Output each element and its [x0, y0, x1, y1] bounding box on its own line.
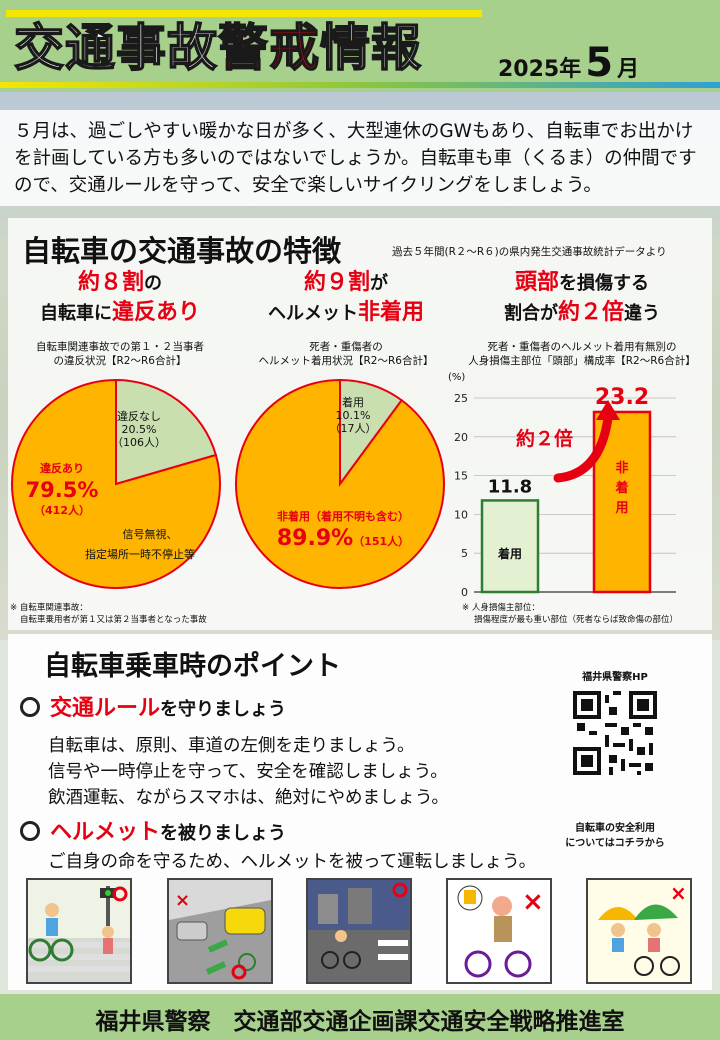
pie-slice-major [235, 378, 445, 589]
bar-category-label: 用 [614, 501, 628, 516]
col1-headline-1: 約８割の [77, 270, 162, 295]
pie-slice-minor [115, 378, 218, 486]
col2-headline-1: 約９割が [303, 270, 388, 295]
col1-caption: 自転車関連事故での第１・２当事者 の違反状況【R2～R6合計】 [36, 341, 204, 367]
qr-caption-2: についてはコチラから [565, 838, 665, 849]
pie2-slice-a-label: 着用 10.1% （17人） [329, 396, 377, 435]
helmet-line: ご自身の命を守るため、ヘルメットを被って運転しましょう。 [48, 852, 537, 872]
intro-text: ５月は、過ごしやすい暖かな日が多く、大型連休のGWもあり、自転車でお出かけ を計… [14, 118, 714, 199]
footer-band [0, 994, 720, 1040]
note-2: ※ 人身損傷主部位： 損傷程度が最も重い部位（死者ならば致命傷の部位） [462, 603, 679, 625]
bar-value-label: 23.2 [595, 385, 649, 410]
points-title: 自転車乗車時のポイント [44, 651, 341, 682]
bar-category-label: 非 [615, 460, 628, 476]
circle-icon [20, 821, 40, 841]
bar-category-label: 着用 [497, 546, 522, 561]
bar-arrow-label: 約２倍 [516, 428, 574, 450]
col3-headline-2: 割合が約２倍違う [503, 300, 660, 325]
col3-caption: 死者・重傷者のヘルメット着用有無別の 人身損傷主部位「頭部」構成率【R2～R6合計… [468, 341, 696, 367]
bullet-traffic-rules: 交通ルールを守りましょう [20, 690, 286, 722]
bar-value-label: 11.8 [488, 476, 532, 497]
illustration-drunk-riding: × [446, 878, 552, 984]
pie2-slice-b-value: 89.9%（151人） [276, 526, 410, 551]
note-1: ※ 自転車関連事故： 自転車乗用者が第１又は第２当事者となった事故 [10, 603, 207, 625]
pie1-detail-2: 指定場所一時不停止等 [85, 548, 195, 561]
features-title: 自転車の交通事故の特徴 [22, 234, 342, 268]
header-accent-line [6, 10, 482, 17]
illustration-umbrella-riding: × [586, 878, 692, 984]
bar-y-tick: 0 [461, 586, 468, 599]
qr-block[interactable]: 福井県警察HP 自転車の安全利用 についてはコチラから [560, 664, 670, 849]
bar-y-tick: 10 [454, 508, 468, 521]
qr-caption-1: 自転車の安全利用 [575, 823, 655, 834]
svg-text:×: × [175, 890, 190, 911]
qr-title: 福井県警察HP [582, 672, 648, 683]
bar-y-tick: 25 [454, 392, 468, 405]
intro-panel [0, 110, 720, 206]
bar-helmet-on [480, 499, 540, 594]
bar-y-unit: (%) [448, 372, 466, 383]
circle-icon [20, 697, 40, 717]
page-title: 交通事故警戒情報 [13, 18, 422, 78]
bullet-helmet: ヘルメットを被りましょう [20, 814, 286, 846]
pie-slice-major [11, 378, 221, 589]
intro-line: ので、交通ルールを守って、安全で楽しいサイクリングをしましょう。 [14, 175, 602, 196]
rule-line: 飲酒運転、ながらスマホは、絶対にやめましょう。 [48, 788, 449, 808]
features-source: 過去５年間(R２～R６)の県内発生交通事故統計データより [392, 246, 667, 258]
pie1-detail-1: 信号無視、 [122, 528, 178, 541]
pie1-slice-b-pct: 79.5% [25, 478, 99, 502]
arrow-icon [553, 413, 613, 483]
rule-line: 信号や一時停止を守って、安全を確認しましょう。 [48, 762, 448, 782]
bar-y-tick: 5 [461, 547, 468, 560]
illustration-stop-sign [306, 878, 412, 984]
intro-line: を計画している方も多いのではないでしょうか。自転車も車（くるま）の仲間です [14, 148, 697, 169]
col3-headline-1: 頭部を損傷する [514, 270, 649, 295]
svg-text:×: × [522, 887, 544, 917]
svg-text:×: × [670, 881, 687, 905]
pie1-slice-b-count: （412人） [34, 504, 90, 517]
intro-line: ５月は、過ごしやすい暖かな日が多く、大型連休のGWもあり、自転車でお出かけ [14, 121, 694, 142]
issue-date: 2025年 5 月 [498, 40, 640, 86]
rule-line: 自転車は、原則、車道の左側を走りましょう。 [48, 736, 415, 756]
pie2-slice-b-label: 非着用（着用不明も含む） [277, 510, 409, 523]
pie1-slice-a-label: 違反なし 20.5% （106人） [112, 410, 166, 449]
col2-headline-2: ヘルメット非着用 [267, 300, 424, 325]
bar-y-tick: 15 [454, 470, 468, 483]
bar-category-label: 着 [614, 480, 628, 496]
pie-chart-violation [11, 378, 221, 589]
footer-text: 福井県警察 交通部交通企画課交通安全戦略推進室 [95, 1009, 625, 1035]
illustration-road-left: × [167, 878, 273, 984]
header-gradient-line [0, 82, 720, 88]
col2-caption: 死者・重傷者の ヘルメット着用状況【R2～R6合計】 [258, 341, 434, 367]
col1-headline-2: 自転車に違反あり [39, 300, 200, 325]
pie-chart-helmet [235, 378, 445, 589]
arrow-head-icon [596, 400, 620, 420]
pie1-slice-b-label: 違反あり [40, 462, 84, 475]
illustration-crosswalk [26, 878, 132, 984]
bar-y-tick: 20 [454, 431, 468, 444]
qr-code-icon[interactable] [573, 691, 657, 775]
